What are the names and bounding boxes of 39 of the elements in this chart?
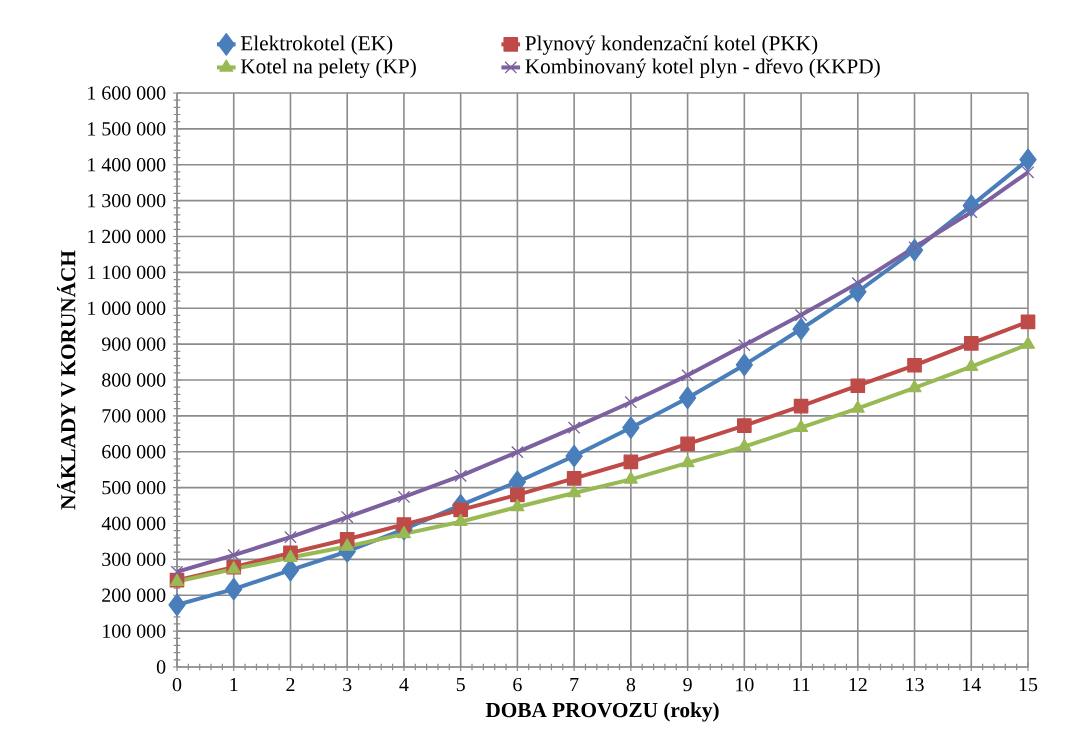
y-tick-label: 700 000 (102, 409, 166, 423)
x-axis-title: DOBA PROVOZU (roky) (485, 702, 719, 722)
x-tick-label: 13 (906, 677, 924, 692)
y-tick-label: 300 000 (102, 552, 166, 567)
y-tick-label: 1 100 000 (88, 265, 166, 280)
y-axis-title: NÁKLADY V KORUNÁCH (56, 250, 76, 510)
y-tick-label: 1 600 000 (88, 86, 166, 100)
x-tick-label: 1 (230, 677, 238, 692)
legend-label: Plynový kondenzační kotel (PKK) (525, 35, 818, 55)
y-tick-label: 1 200 000 (88, 229, 166, 244)
y-tick-label: 200 000 (102, 588, 166, 602)
y-tick-label: 100 000 (103, 624, 166, 638)
y-tick-label: 600 000 (102, 445, 166, 459)
y-tick-label: 400 000 (101, 516, 166, 531)
x-tick-label: 8 (626, 677, 636, 692)
y-tick-label: 500 000 (102, 480, 166, 495)
x-tick-label: 3 (343, 677, 352, 692)
legend-label: Kotel na pelety (KP) (240, 58, 416, 78)
x-tick-label: 4 (399, 677, 409, 692)
x-tick-label: 11 (793, 677, 810, 692)
x-tick-label: 0 (172, 677, 182, 692)
y-tick-label: 1 500 000 (88, 122, 166, 136)
legend-label: Kombinovaný kotel plyn - dřevo (KKPD) (525, 58, 880, 78)
x-tick-label: 15 (1019, 677, 1038, 692)
y-tick-label: 1 300 000 (88, 193, 166, 208)
x-tick-label: 14 (963, 677, 981, 692)
y-tick-label: 900 000 (101, 337, 166, 351)
x-tick-label: 10 (736, 677, 754, 692)
x-tick-label: 12 (849, 677, 867, 692)
x-tick-label: 9 (683, 677, 692, 692)
legend-label: Elektrokotel (EK) (240, 35, 393, 55)
y-tick-label: 1 400 000 (88, 158, 166, 172)
x-tick-label: 7 (570, 677, 579, 691)
x-tick-label: 2 (286, 677, 295, 692)
x-tick-label: 5 (456, 677, 465, 692)
x-tick-label: 6 (513, 677, 522, 692)
y-tick-label: 800 000 (102, 373, 166, 387)
y-tick-label: 0 (156, 660, 166, 674)
y-tick-label: 1 000 000 (88, 301, 166, 315)
